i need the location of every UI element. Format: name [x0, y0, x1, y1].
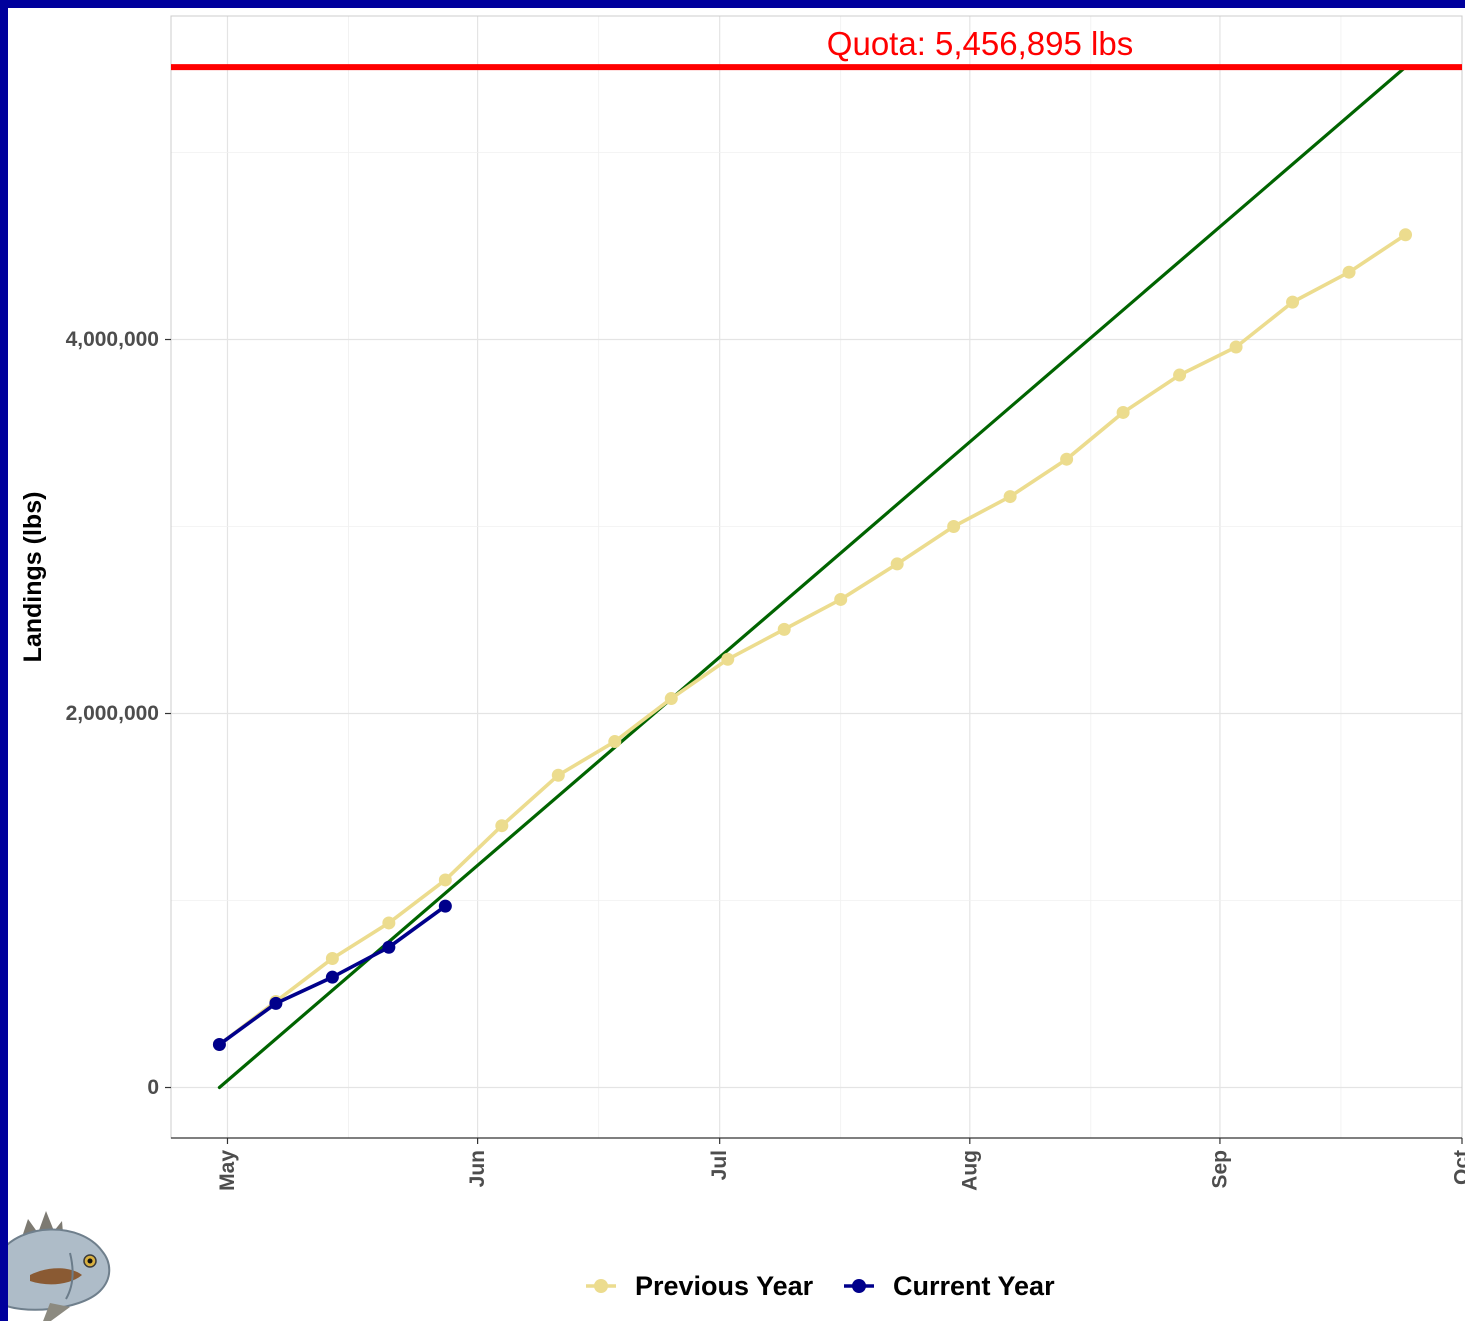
- legend-item-previous-year: Previous Year: [586, 1271, 814, 1301]
- series: [212, 65, 1413, 1090]
- legend-item-current-year: Current Year: [844, 1271, 1055, 1301]
- series-line-previous-year: [217, 232, 1408, 1047]
- fish-pupil: [87, 1258, 93, 1264]
- data-point-current-year: [212, 1038, 226, 1051]
- x-tick-label: Oct: [1451, 1150, 1465, 1185]
- fish-belly-fin: [43, 1303, 70, 1321]
- quota-label: Quota: 5,456,895 lbs: [827, 25, 1133, 62]
- data-point-previous-year: [1173, 368, 1187, 382]
- legend-label: Previous Year: [635, 1271, 814, 1301]
- data-point-previous-year: [890, 557, 904, 571]
- data-point-previous-year: [777, 622, 791, 636]
- data-point-previous-year: [1229, 340, 1243, 354]
- fish-logo: [8, 1211, 111, 1321]
- y-tick-label: 0: [147, 1076, 159, 1099]
- x-tick-label: May: [216, 1150, 239, 1191]
- data-point-previous-year: [608, 735, 622, 749]
- data-point-previous-year: [721, 652, 735, 666]
- series-projection: [217, 65, 1408, 1090]
- data-point-current-year: [382, 940, 396, 954]
- data-point-previous-year: [947, 520, 961, 534]
- legend-key-marker: [594, 1279, 608, 1293]
- data-point-previous-year: [382, 916, 396, 930]
- data-point-previous-year: [1399, 228, 1413, 242]
- chart-panel: May Jun Jul Aug Sep Oct 0 2,000,000 4,000,000 Qu…: [8, 8, 1465, 1321]
- legend-label: Current Year: [893, 1271, 1055, 1301]
- series-previous-year: [212, 228, 1413, 1051]
- axes: May Jun Jul Aug Sep Oct 0 2,000,000 4,000,000: [66, 328, 1465, 1191]
- fish-pectoral-fin: [30, 1268, 82, 1285]
- data-point-previous-year: [1060, 452, 1074, 466]
- y-axis-label: Landings (lbs): [19, 492, 47, 663]
- x-tick-label: Jun: [466, 1150, 489, 1187]
- series-line-projection: [217, 65, 1408, 1090]
- data-point-previous-year: [1003, 490, 1017, 504]
- data-point-previous-year: [1342, 265, 1356, 279]
- data-point-previous-year: [495, 819, 509, 833]
- legend: Previous Year Current Year: [586, 1271, 1055, 1301]
- data-point-previous-year: [664, 692, 678, 706]
- data-point-current-year: [438, 899, 452, 913]
- x-tick-label: Aug: [958, 1150, 981, 1191]
- data-point-previous-year: [438, 873, 452, 887]
- legend-key-marker: [852, 1279, 866, 1293]
- data-point-previous-year: [1286, 295, 1300, 309]
- x-tick-label: Sep: [1208, 1150, 1231, 1189]
- y-tick-label: 2,000,000: [66, 702, 159, 725]
- grid: [171, 16, 1462, 1138]
- data-point-current-year: [325, 970, 339, 984]
- data-point-current-year: [269, 996, 283, 1010]
- series-current-year: [212, 899, 452, 1051]
- data-point-previous-year: [551, 768, 565, 782]
- quota: Quota: 5,456,895 lbs: [171, 25, 1462, 71]
- data-point-previous-year: [325, 951, 339, 965]
- fish-gill: [65, 1252, 74, 1300]
- y-tick-label: 4,000,000: [66, 328, 159, 351]
- data-point-previous-year: [1116, 405, 1130, 419]
- data-point-previous-year: [834, 592, 848, 606]
- landings-chart: May Jun Jul Aug Sep Oct 0 2,000,000 4,000,000 Qu…: [8, 15, 1465, 1321]
- x-tick-label: Jul: [708, 1150, 731, 1180]
